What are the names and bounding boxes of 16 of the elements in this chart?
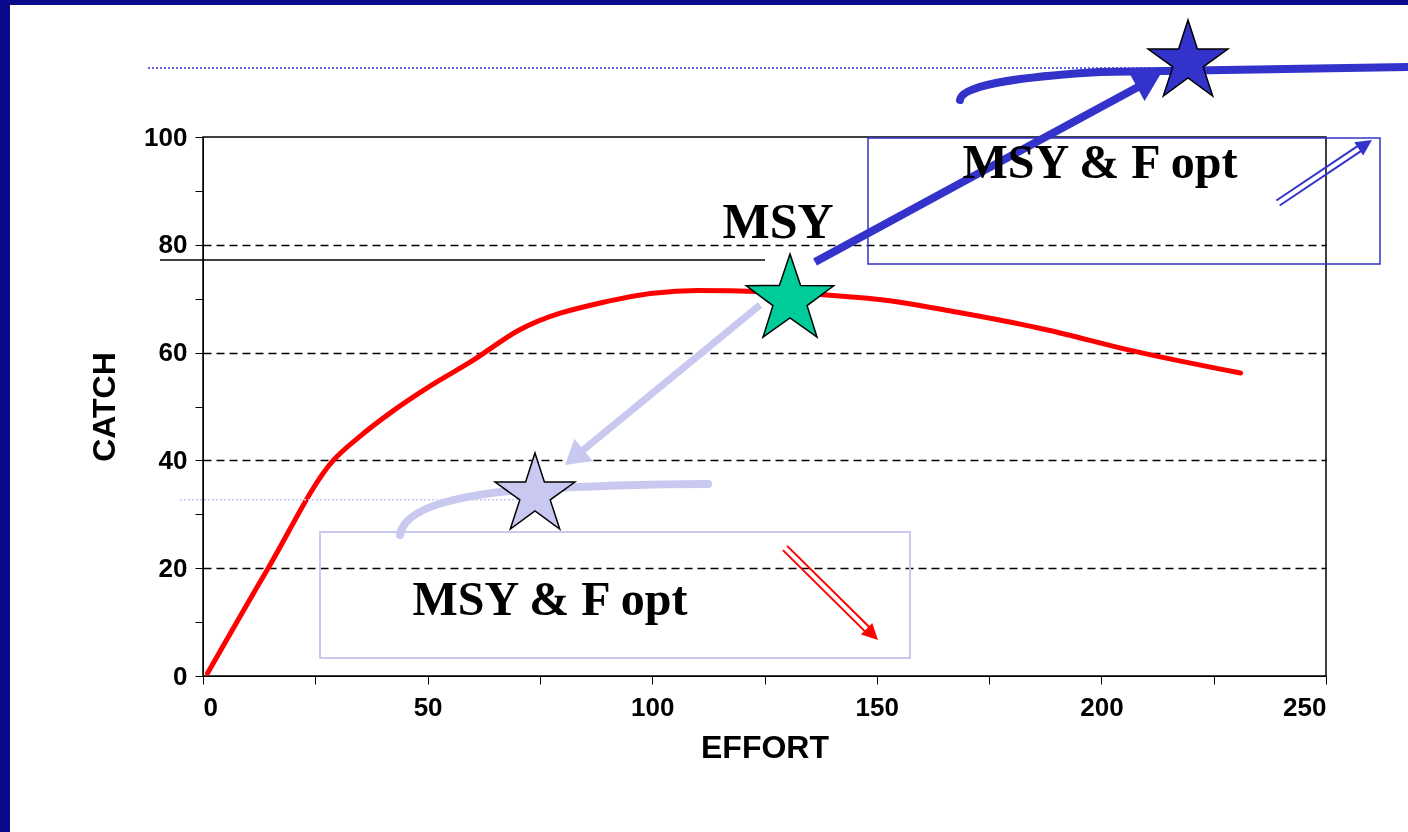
y-axis-title: CATCH	[86, 352, 123, 462]
y-tick-label: 20	[158, 552, 188, 583]
y-tick-label: 100	[144, 121, 188, 152]
x-tick-label: 50	[413, 691, 443, 722]
y-tick-label: 80	[158, 229, 188, 260]
annotation: MSY & F opt	[412, 572, 688, 625]
annotation: MSY	[722, 193, 834, 249]
y-tick-label: 0	[173, 660, 188, 691]
x-tick-label: 0	[203, 691, 218, 722]
y-tick-label: 40	[158, 444, 188, 475]
x-tick-label: 250	[1283, 691, 1327, 722]
x-axis-title: EFFORT	[701, 728, 830, 765]
x-tick-label: 150	[855, 691, 899, 722]
y-tick-label: 60	[158, 337, 188, 368]
x-tick-label: 200	[1080, 691, 1124, 722]
x-tick-label: 100	[631, 691, 675, 722]
